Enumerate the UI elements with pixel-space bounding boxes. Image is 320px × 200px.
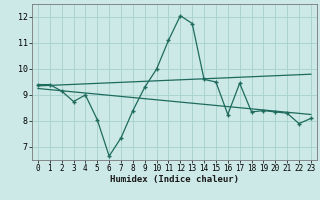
X-axis label: Humidex (Indice chaleur): Humidex (Indice chaleur) [110, 175, 239, 184]
